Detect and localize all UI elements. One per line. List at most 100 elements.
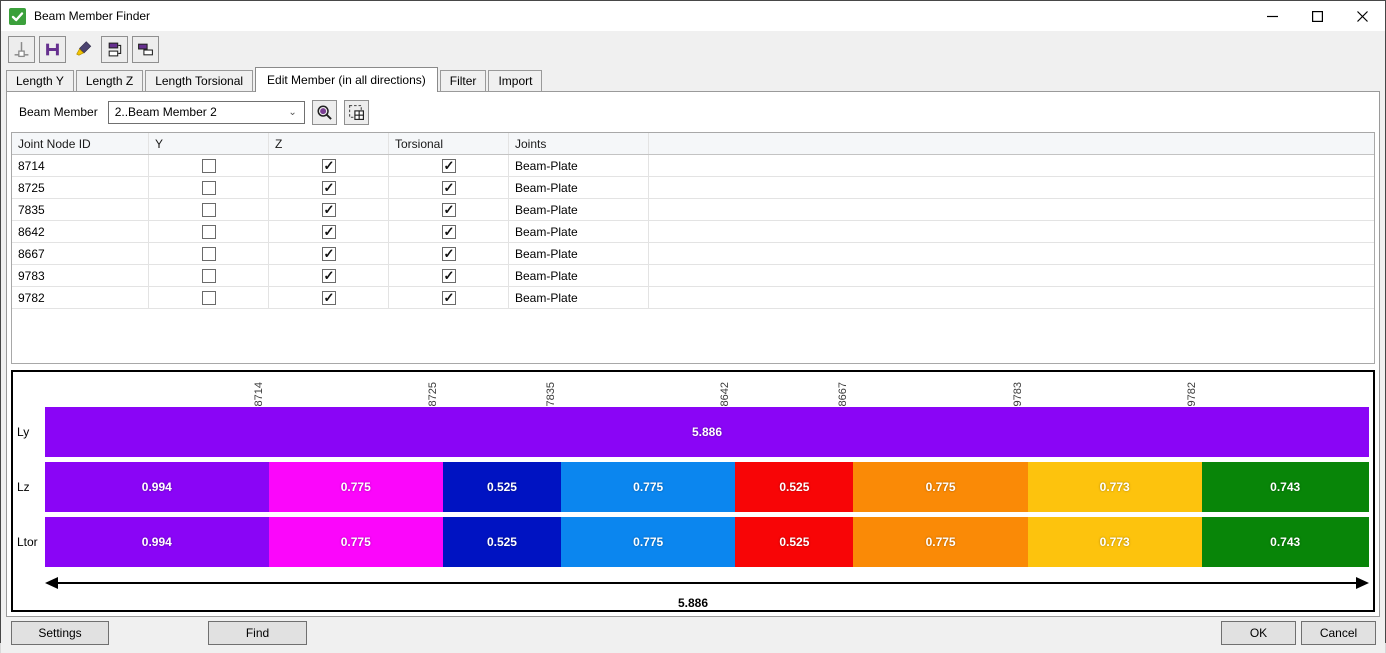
find-button[interactable]: Find — [208, 621, 307, 645]
window-title: Beam Member Finder — [34, 9, 150, 23]
chevron-down-icon: ⌄ — [288, 107, 303, 118]
bar-track: 0.9940.7750.5250.7750.5250.7750.7730.743 — [45, 517, 1369, 567]
joint-node-id-cell: 7835 — [12, 199, 149, 220]
table-row: 7835 Beam-Plate — [12, 199, 1374, 221]
torsional-checkbox[interactable] — [442, 181, 456, 195]
torsional-checkbox[interactable] — [442, 269, 456, 283]
node-tool-button[interactable] — [8, 36, 35, 63]
filler-cell — [649, 265, 1374, 286]
i-beam-tool-button[interactable] — [39, 36, 66, 63]
bar-row-label: Lz — [17, 462, 45, 512]
torsional-checkbox[interactable] — [442, 159, 456, 173]
length-bar-row-ltor: Ltor0.9940.7750.5250.7750.5250.7750.7730… — [17, 517, 1369, 567]
z-checkbox[interactable] — [322, 247, 336, 261]
joint-boundary-label: 8714 — [254, 382, 265, 406]
z-checkbox[interactable] — [322, 269, 336, 283]
torsional-checkbox[interactable] — [442, 225, 456, 239]
torsional-cell — [389, 243, 509, 264]
z-checkbox[interactable] — [322, 291, 336, 305]
tab-import[interactable]: Import — [488, 70, 542, 92]
beam-member-combobox[interactable]: 2..Beam Member 2 ⌄ — [108, 101, 305, 124]
minimize-button[interactable] — [1250, 1, 1295, 31]
joint-boundary-label: 7835 — [546, 382, 557, 406]
total-length-value: 5.886 — [17, 596, 1369, 610]
bar-segment: 0.773 — [1028, 462, 1202, 512]
column-header-joints: Joints — [509, 133, 649, 154]
copy-overlap-tool-button[interactable] — [132, 36, 159, 63]
double-arrow-icon — [53, 582, 1361, 584]
tab-edit-member-in-all-directions[interactable]: Edit Member (in all directions) — [255, 67, 438, 92]
joints-cell: Beam-Plate — [509, 177, 649, 198]
bar-segment: 0.775 — [269, 517, 443, 567]
close-button[interactable] — [1340, 1, 1385, 31]
z-checkbox[interactable] — [322, 181, 336, 195]
y-checkbox[interactable] — [202, 181, 216, 195]
maximize-button[interactable] — [1295, 1, 1340, 31]
joint-boundary-label: 9782 — [1187, 382, 1198, 406]
search-button[interactable] — [312, 100, 337, 125]
torsional-cell — [389, 155, 509, 176]
node-tool-icon — [13, 41, 30, 58]
y-checkbox[interactable] — [202, 159, 216, 173]
joint-table-header: Joint Node IDYZTorsionalJoints — [12, 133, 1374, 155]
y-checkbox[interactable] — [202, 203, 216, 217]
tab-length-z[interactable]: Length Z — [76, 70, 143, 92]
copy-stack-tool-button[interactable] — [101, 36, 128, 63]
y-checkbox[interactable] — [202, 269, 216, 283]
cancel-button[interactable]: Cancel — [1301, 621, 1376, 645]
torsional-cell — [389, 199, 509, 220]
tab-filter[interactable]: Filter — [440, 70, 487, 92]
copy-overlap-tool-icon — [137, 41, 154, 58]
torsional-checkbox[interactable] — [442, 291, 456, 305]
green-check-icon — [9, 8, 26, 25]
z-cell — [269, 265, 389, 286]
z-cell — [269, 287, 389, 308]
bar-segment: 0.994 — [45, 462, 269, 512]
joint-boundary-label: 8667 — [838, 382, 849, 406]
bar-segment: 5.886 — [45, 407, 1369, 457]
settings-button[interactable]: Settings — [11, 621, 109, 645]
length-bar-row-lz: Lz0.9940.7750.5250.7750.5250.7750.7730.7… — [17, 462, 1369, 512]
tab-bar: Length YLength ZLength TorsionalEdit Mem… — [1, 67, 1385, 91]
joint-table: Joint Node IDYZTorsionalJoints 8714Beam-… — [11, 132, 1375, 364]
joint-node-id-cell: 8714 — [12, 155, 149, 176]
tab-length-y[interactable]: Length Y — [6, 70, 74, 92]
y-cell — [149, 243, 269, 264]
chart-rows: Ly5.886Lz0.9940.7750.5250.7750.5250.7750… — [17, 407, 1369, 572]
joint-boundary-label: 9783 — [1013, 382, 1024, 406]
torsional-cell — [389, 177, 509, 198]
joints-cell: Beam-Plate — [509, 199, 649, 220]
joints-cell: Beam-Plate — [509, 221, 649, 242]
bar-segment: 0.525 — [735, 517, 853, 567]
y-checkbox[interactable] — [202, 247, 216, 261]
brush-tool-button[interactable] — [70, 36, 97, 63]
table-row: 9782Beam-Plate — [12, 287, 1374, 309]
bar-segment: 0.525 — [443, 517, 561, 567]
close-icon — [1357, 11, 1368, 22]
torsional-checkbox[interactable] — [442, 203, 456, 217]
total-length-arrow — [45, 576, 1369, 590]
joint-node-id-cell: 8667 — [12, 243, 149, 264]
ok-button[interactable]: OK — [1221, 621, 1296, 645]
joints-cell: Beam-Plate — [509, 243, 649, 264]
z-checkbox[interactable] — [322, 225, 336, 239]
joints-cell: Beam-Plate — [509, 287, 649, 308]
joint-node-id-cell: 8642 — [12, 221, 149, 242]
table-row: 8714Beam-Plate — [12, 155, 1374, 177]
filler-cell — [649, 287, 1374, 308]
table-row: 8725Beam-Plate — [12, 177, 1374, 199]
z-cell — [269, 155, 389, 176]
z-checkbox[interactable] — [322, 159, 336, 173]
y-checkbox[interactable] — [202, 291, 216, 305]
member-selector-row: Beam Member 2..Beam Member 2 ⌄ — [11, 98, 1375, 126]
select-table-button[interactable] — [344, 100, 369, 125]
y-checkbox[interactable] — [202, 225, 216, 239]
torsional-checkbox[interactable] — [442, 247, 456, 261]
bar-segment: 0.775 — [853, 462, 1027, 512]
bar-segment: 0.775 — [561, 517, 735, 567]
z-cell — [269, 221, 389, 242]
filler-cell — [649, 177, 1374, 198]
z-checkbox[interactable] — [322, 203, 336, 217]
tab-length-torsional[interactable]: Length Torsional — [145, 70, 253, 92]
footer: Settings Find OK Cancel — [1, 617, 1385, 653]
